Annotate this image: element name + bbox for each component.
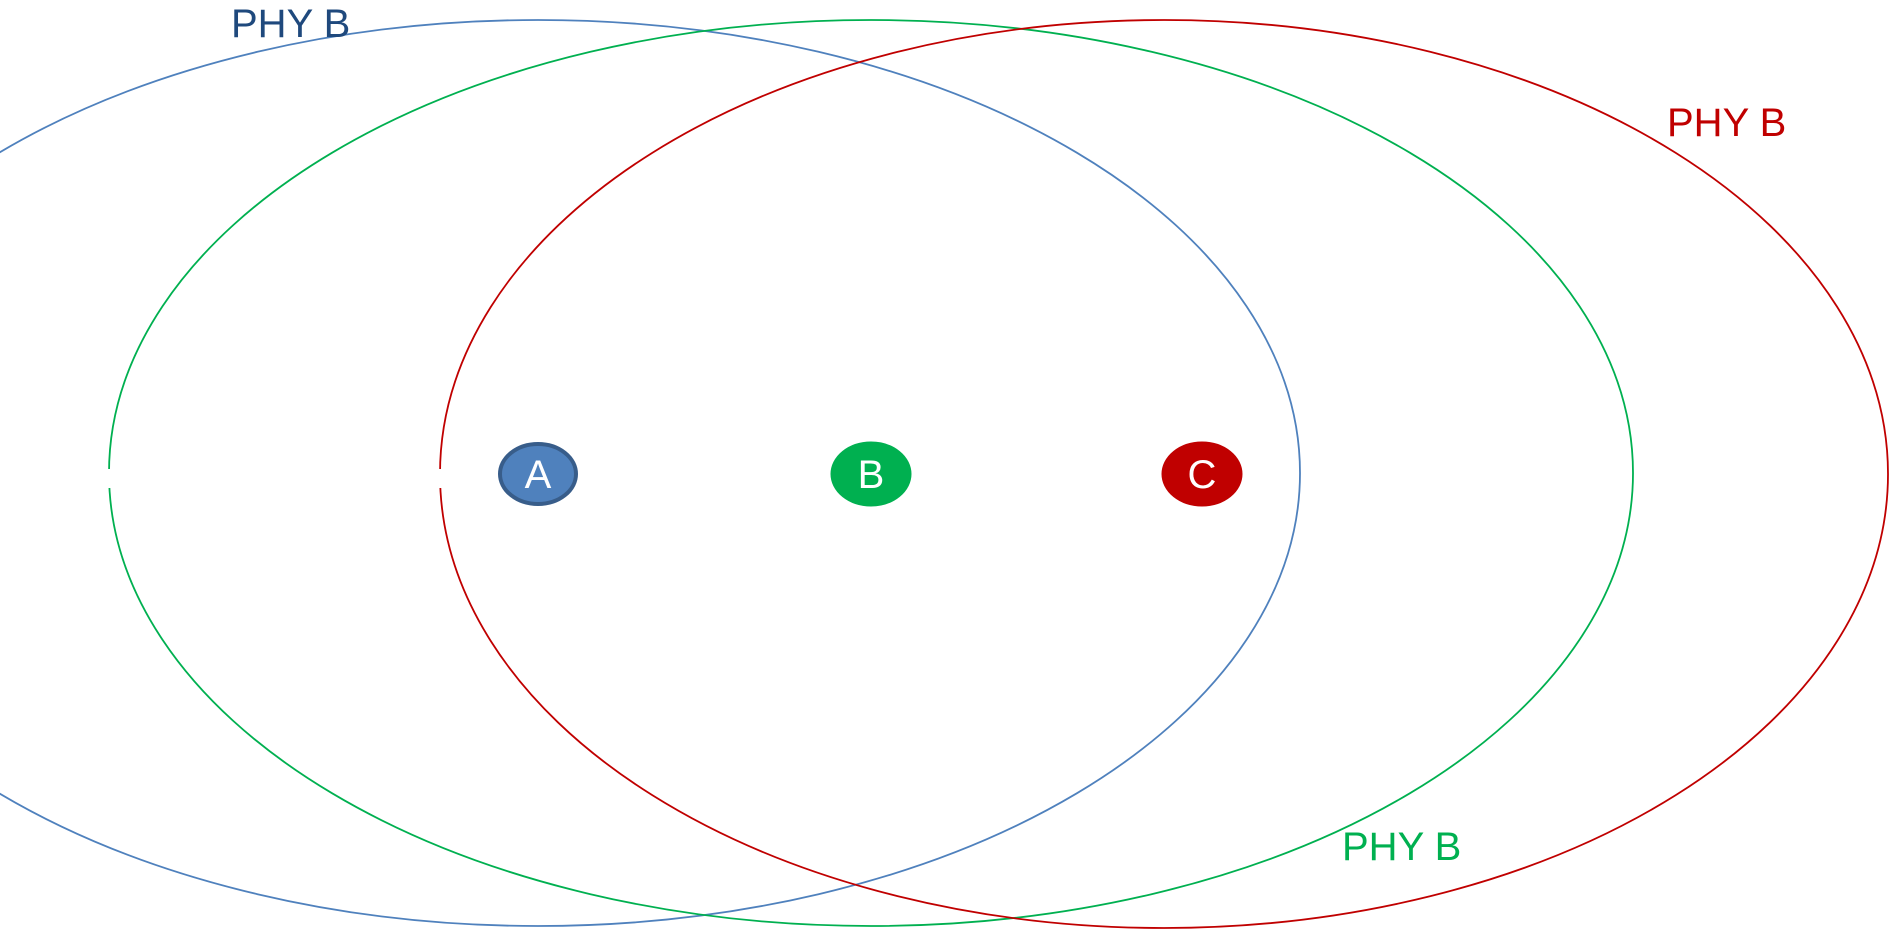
range-label-c: PHY B: [1667, 101, 1786, 145]
node-b: [830, 441, 912, 507]
range-ellipse-a: [0, 19, 1301, 927]
gap-mark-c: [437, 469, 443, 488]
node-c: [1161, 441, 1243, 507]
node-a: [498, 442, 578, 506]
node-label-b: B: [858, 453, 885, 497]
node-label-a: A: [525, 453, 552, 497]
range-label-b: PHY B: [1342, 825, 1461, 869]
range-label-a: PHY B: [231, 2, 350, 46]
node-label-c: C: [1188, 453, 1217, 497]
gap-mark-b: [106, 469, 112, 488]
